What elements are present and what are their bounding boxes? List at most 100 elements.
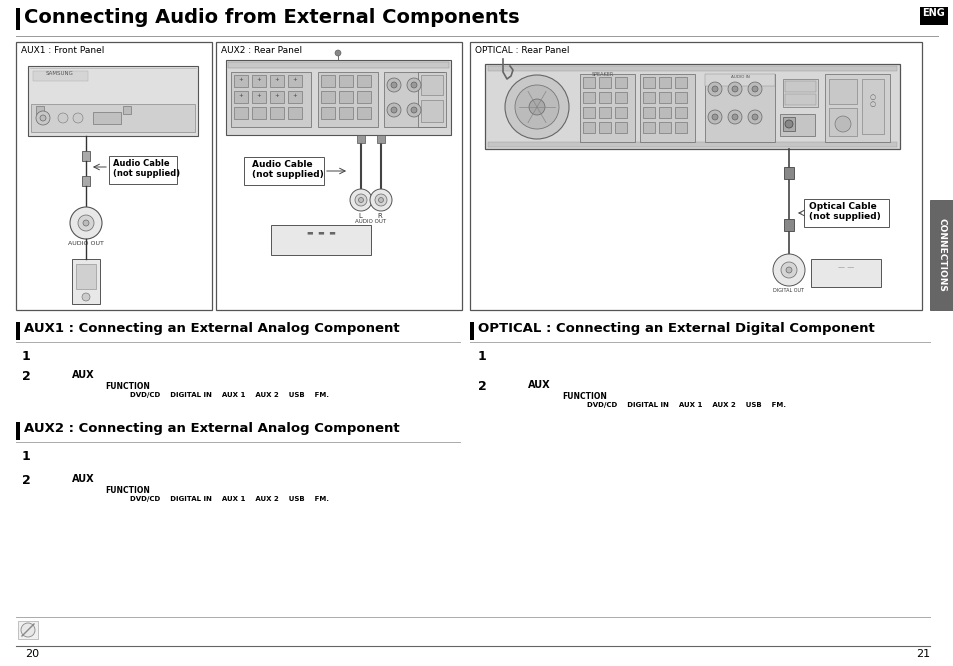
Bar: [288, 91, 302, 103]
Circle shape: [21, 623, 35, 637]
Circle shape: [387, 78, 400, 92]
Bar: [270, 91, 284, 103]
Bar: [320, 75, 335, 87]
Text: CONNECTIONS: CONNECTIONS: [937, 218, 945, 292]
Text: OPTICAL : Rear Panel: OPTICAL : Rear Panel: [475, 46, 569, 55]
Bar: [659, 92, 670, 103]
Text: ▬  ▬  ▬: ▬ ▬ ▬: [306, 230, 335, 236]
Circle shape: [751, 114, 758, 120]
Bar: [488, 66, 896, 71]
Bar: [317, 72, 377, 127]
Bar: [803, 199, 888, 227]
Text: +: +: [256, 77, 261, 82]
Bar: [615, 77, 626, 88]
Bar: [356, 107, 371, 119]
Bar: [919, 7, 947, 25]
Bar: [288, 75, 302, 87]
Text: AUDIO OUT: AUDIO OUT: [355, 219, 386, 224]
Text: FUNCTION: FUNCTION: [105, 486, 150, 495]
Text: DVD/CD    DIGITAL IN    AUX 1    AUX 2    USB    FM.: DVD/CD DIGITAL IN AUX 1 AUX 2 USB FM.: [586, 402, 785, 408]
Text: 2: 2: [477, 380, 486, 393]
Bar: [231, 72, 311, 127]
Bar: [929, 200, 953, 310]
Bar: [288, 107, 302, 119]
Bar: [123, 106, 131, 114]
Bar: [233, 75, 248, 87]
Bar: [582, 92, 595, 103]
Text: 20: 20: [25, 649, 39, 659]
Bar: [338, 75, 353, 87]
Text: AUX: AUX: [527, 380, 550, 390]
Bar: [615, 122, 626, 133]
Circle shape: [747, 82, 761, 96]
Bar: [704, 74, 774, 142]
Text: L: L: [357, 213, 361, 219]
Bar: [417, 72, 446, 127]
Text: Connecting Audio from External Components: Connecting Audio from External Component…: [24, 8, 519, 27]
Circle shape: [772, 254, 804, 286]
Bar: [675, 122, 686, 133]
Bar: [233, 107, 248, 119]
Circle shape: [707, 110, 721, 124]
Bar: [598, 107, 610, 118]
Bar: [16, 422, 20, 440]
Text: 2: 2: [22, 474, 30, 487]
Bar: [782, 117, 794, 131]
Bar: [810, 259, 880, 287]
Circle shape: [727, 110, 741, 124]
Circle shape: [411, 82, 416, 88]
Bar: [828, 79, 856, 104]
Bar: [642, 107, 655, 118]
Bar: [488, 142, 896, 147]
Bar: [782, 79, 817, 107]
Bar: [642, 122, 655, 133]
Text: AUDIO OUT: AUDIO OUT: [68, 241, 104, 246]
Bar: [824, 74, 889, 142]
Bar: [338, 91, 353, 103]
Bar: [783, 167, 793, 179]
Text: FUNCTION: FUNCTION: [561, 392, 606, 401]
Text: 2: 2: [22, 370, 30, 383]
Circle shape: [350, 189, 372, 211]
Text: Audio Cable
(not supplied): Audio Cable (not supplied): [252, 160, 323, 179]
Text: +: +: [293, 77, 297, 82]
Bar: [675, 92, 686, 103]
Bar: [356, 135, 365, 143]
Text: +: +: [238, 77, 243, 82]
Bar: [582, 107, 595, 118]
Bar: [271, 225, 371, 255]
Bar: [28, 66, 198, 136]
Circle shape: [411, 107, 416, 113]
Text: AUX: AUX: [71, 474, 94, 484]
Bar: [384, 72, 443, 127]
Text: SAMSUNG: SAMSUNG: [46, 71, 74, 76]
Bar: [376, 135, 385, 143]
Bar: [228, 62, 449, 68]
Text: 1: 1: [22, 350, 30, 363]
Text: +: +: [256, 93, 261, 98]
Bar: [784, 94, 815, 105]
Bar: [109, 156, 177, 184]
Bar: [784, 81, 815, 92]
Bar: [18, 621, 38, 639]
Bar: [16, 8, 20, 30]
Bar: [659, 107, 670, 118]
Bar: [82, 176, 90, 186]
Circle shape: [36, 111, 50, 125]
Bar: [420, 75, 442, 95]
Circle shape: [70, 207, 102, 239]
Text: +: +: [274, 77, 279, 82]
Bar: [320, 91, 335, 103]
Text: R: R: [377, 213, 382, 219]
Bar: [814, 263, 876, 283]
Bar: [16, 42, 212, 310]
Bar: [598, 92, 610, 103]
Circle shape: [73, 113, 83, 123]
Circle shape: [358, 198, 363, 202]
Bar: [484, 64, 899, 149]
Bar: [30, 104, 194, 132]
Circle shape: [355, 194, 367, 206]
Circle shape: [781, 262, 796, 278]
Circle shape: [834, 116, 850, 132]
Bar: [783, 219, 793, 231]
